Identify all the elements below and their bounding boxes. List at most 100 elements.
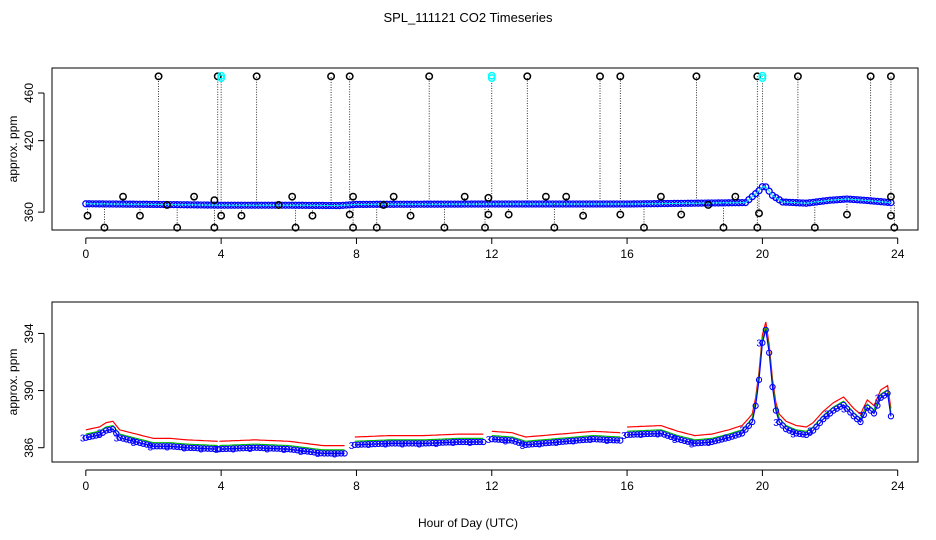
series-3-point — [113, 430, 120, 437]
top-outlier-low — [291, 223, 300, 232]
top-outlier-mid — [83, 211, 92, 220]
bottom-x-tick-label: 8 — [353, 479, 360, 493]
series-3-glyphs: 3 3 3 3 3 3 3 3 3 3 3 3 3 3 3 33 3 3 3 3 3 3 3 3 3 3 3 3 3 3 3 3 3 33 3 3 33… — [80, 339, 881, 461]
series-3-glyph: 3 — [621, 431, 627, 442]
series-3-point — [498, 436, 506, 444]
series-3-point — [752, 402, 759, 409]
top-y-axis-label: approx. ppm — [6, 116, 20, 183]
top-outlier-mid — [484, 193, 493, 202]
top-outlier-high — [793, 72, 802, 81]
series-3-point — [385, 440, 392, 447]
series-3-point — [422, 440, 429, 447]
series-3-glyph: 3 — [723, 434, 729, 445]
series-3-point — [610, 437, 617, 444]
series-3-glyph: 3 — [416, 439, 422, 450]
top-outlier-mid — [406, 211, 415, 220]
top-outlier-high — [886, 72, 895, 81]
series-3-point — [197, 445, 204, 452]
series-3-point — [453, 438, 460, 446]
series-3-point — [130, 437, 137, 445]
series-3-point — [573, 437, 580, 444]
series-3-point — [351, 441, 358, 449]
series-3-point — [590, 435, 597, 443]
bottom-plot-frame — [51, 301, 919, 463]
series-3-point — [650, 430, 658, 437]
series-3-point — [459, 438, 467, 446]
series-3-point — [405, 440, 413, 447]
top-outlier-highlight — [758, 74, 767, 83]
top-outlier-high — [345, 72, 354, 81]
top-outlier-mid — [119, 192, 127, 201]
series-3-point — [535, 440, 543, 447]
series-3-point — [116, 434, 123, 441]
series-3-line — [627, 329, 892, 445]
series-3-point — [488, 435, 495, 443]
series-3-point — [321, 450, 328, 457]
series-3-point — [630, 431, 637, 438]
series-3-point — [766, 349, 773, 356]
series-3-glyph: 3 — [198, 445, 204, 456]
series-3-point — [287, 446, 294, 453]
series-3-glyph: 3 — [80, 434, 86, 445]
series-3-point — [607, 436, 614, 444]
series-3-point — [270, 445, 277, 452]
series-3-point — [745, 422, 753, 429]
series-3-point — [566, 437, 573, 445]
series-3-point — [708, 438, 715, 446]
series-3-point — [857, 418, 864, 426]
series-3-point — [187, 444, 194, 452]
series-3-glyph: 3 — [366, 440, 372, 451]
series-3-point — [109, 425, 117, 433]
series-3-glyph: 3 — [247, 444, 253, 455]
series-3-point — [722, 435, 729, 442]
series-3-point — [294, 447, 301, 454]
series-3-point — [219, 445, 226, 453]
series-3-point — [661, 431, 668, 438]
series-3-point — [375, 440, 382, 448]
top-outlier-high — [692, 72, 701, 81]
top-outlier-mid — [288, 192, 297, 201]
bottom-x-tick-label: 24 — [891, 479, 905, 493]
series-3-glyph: 3 — [349, 441, 355, 452]
series-3-point — [887, 413, 895, 420]
series-3-point — [250, 444, 257, 451]
series-3-point — [840, 401, 847, 409]
series-3-point — [847, 409, 854, 416]
series-3-point — [476, 438, 484, 446]
series-3-point — [698, 439, 705, 447]
top-outlier-low — [349, 223, 358, 232]
series-3-point — [505, 437, 512, 444]
top-outlier-mid — [163, 201, 171, 209]
series-3-glyph: 3 — [773, 418, 779, 429]
series-3-point — [150, 443, 157, 450]
series-3-point — [239, 445, 247, 452]
series-3-point — [216, 445, 223, 453]
series-3-point — [140, 440, 147, 447]
series-3-point — [190, 444, 198, 452]
series-3-point — [184, 444, 191, 451]
series-3-point — [701, 439, 709, 446]
series-3-point — [694, 439, 702, 447]
series-3-point — [354, 441, 362, 448]
top-outlier-mid — [886, 192, 895, 201]
top-outlier-mid — [379, 201, 388, 209]
top-outlier-highlight — [487, 71, 496, 80]
top-outlier-mid — [217, 211, 226, 220]
series-3-point — [86, 433, 93, 441]
series-3-point — [463, 438, 470, 446]
series-1-line — [354, 433, 484, 438]
series-3-point — [539, 440, 546, 447]
top-outlier-low — [481, 223, 489, 232]
series-3-point — [436, 439, 443, 446]
series-3-point — [678, 436, 685, 444]
top-outlier-mid — [190, 192, 199, 201]
series-3-point — [439, 439, 446, 446]
series-3-point — [813, 423, 820, 430]
top-outlier-mid — [460, 192, 469, 201]
series-3-point — [759, 339, 766, 346]
top-outlier-mid — [541, 192, 550, 201]
top-outlier-mid — [579, 211, 588, 220]
series-3-glyph: 3 — [824, 409, 830, 420]
series-3-point — [263, 445, 270, 452]
series-3-point — [596, 436, 604, 443]
